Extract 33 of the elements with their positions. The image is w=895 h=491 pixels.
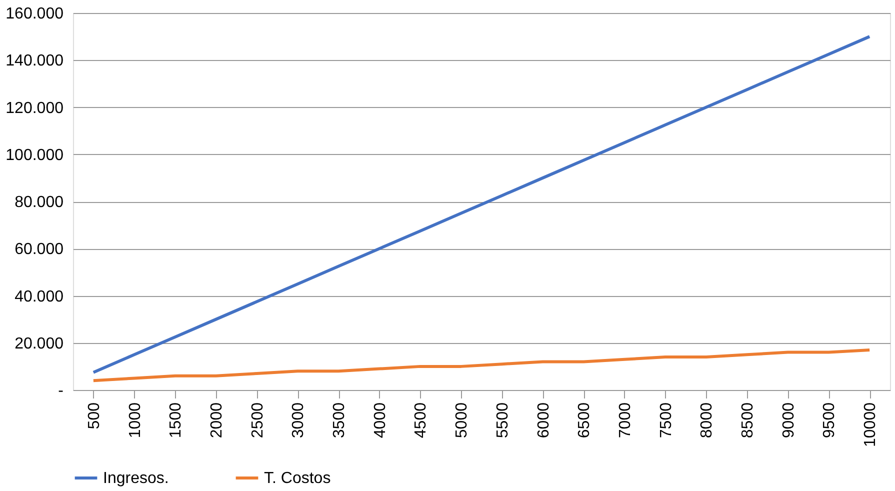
x-tick-label: 5500 (494, 402, 512, 438)
x-tick-label: 4000 (372, 402, 389, 438)
x-tick-label: 7000 (616, 402, 634, 438)
y-tick-label: 20.000 (14, 335, 64, 352)
y-tick-label: 120.000 (6, 100, 64, 117)
line-series (92, 35, 872, 374)
x-tick-label: 3500 (331, 402, 348, 438)
x-tick-label: 6000 (535, 402, 552, 438)
x-tick-label: 3000 (290, 402, 308, 438)
y-tick-label: - (58, 382, 64, 400)
y-tick-label: 40.000 (14, 288, 64, 306)
y-tick-label: 60.000 (14, 241, 64, 258)
y-tick-label: 160.000 (6, 6, 64, 22)
x-tick-label: 5000 (454, 402, 471, 438)
x-tick-label: 9500 (821, 402, 838, 438)
y-tick-label: 80.000 (14, 194, 64, 211)
line-series (92, 348, 872, 382)
y-tick-label: 140.000 (6, 52, 64, 70)
x-tick-label: 2500 (249, 402, 266, 438)
x-tick-label: 10000 (862, 402, 880, 447)
x-tick-label: 1000 (126, 402, 144, 438)
x-tick-label: 1500 (168, 402, 185, 438)
legend-label: Ingresos. (103, 470, 169, 487)
x-tick-label: 9000 (780, 402, 798, 438)
legend-label: T. Costos (264, 470, 331, 487)
x-tick-label: 8500 (740, 402, 757, 438)
y-tick-label: 100.000 (6, 146, 64, 164)
x-tick-label: 500 (86, 402, 103, 430)
x-tick-label: 2000 (208, 402, 226, 438)
x-tick-label: 4500 (412, 402, 430, 438)
x-tick-label: 6500 (576, 402, 594, 438)
x-tick-label: 7500 (658, 402, 675, 438)
x-tick-label: 8000 (698, 402, 716, 438)
